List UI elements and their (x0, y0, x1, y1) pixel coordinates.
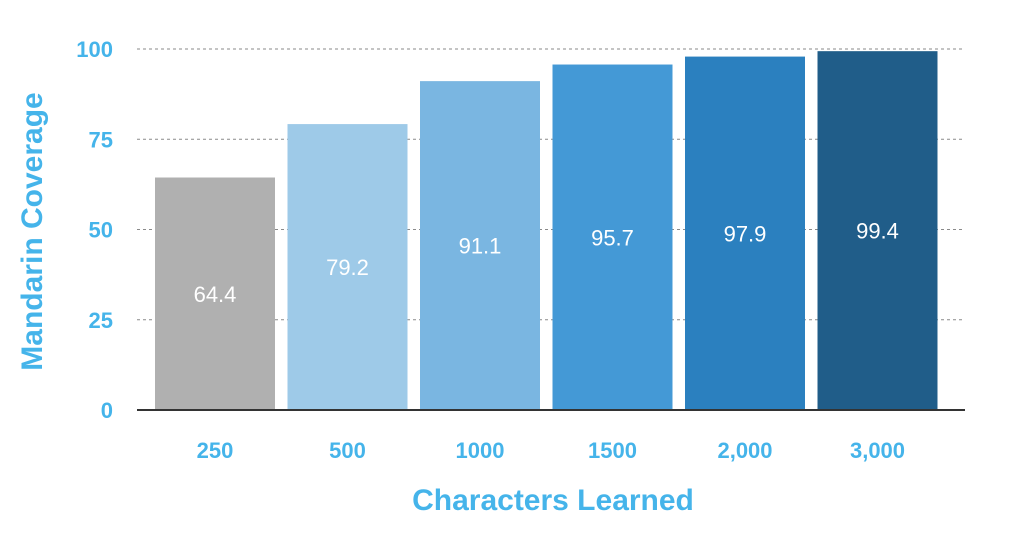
y-tick-label: 75 (89, 127, 113, 152)
data-label: 79.2 (326, 255, 369, 280)
bar-1500 (552, 64, 673, 410)
bars (155, 51, 938, 411)
data-labels: 64.4 79.2 91.1 95.7 97.9 99.4 (194, 219, 899, 307)
data-label: 97.9 (724, 221, 767, 246)
x-tick-label: 3,000 (850, 438, 905, 463)
x-tick-label: 1000 (456, 438, 505, 463)
y-tick-label: 25 (89, 308, 113, 333)
bar-1000 (420, 81, 540, 410)
bar-2000 (685, 56, 805, 411)
data-label: 64.4 (194, 282, 237, 307)
x-tick-label: 2,000 (717, 438, 772, 463)
y-tick-label: 50 (89, 218, 113, 243)
x-tick-label: 250 (197, 438, 234, 463)
data-label: 95.7 (591, 225, 634, 250)
y-tick-label: 100 (76, 37, 113, 62)
y-tick-labels: 0 25 50 75 100 (76, 37, 113, 423)
y-axis-title: Mandarin Coverage (16, 92, 49, 370)
x-tick-label: 1500 (588, 438, 637, 463)
data-label: 91.1 (459, 234, 502, 259)
bar-3000 (817, 51, 938, 410)
bar-500 (287, 124, 408, 410)
y-tick-label: 0 (101, 398, 113, 423)
x-tick-label: 500 (329, 438, 366, 463)
data-label: 99.4 (856, 219, 899, 244)
x-axis-title: Characters Learned (412, 484, 694, 517)
bar-250 (155, 177, 275, 410)
x-tick-labels: 250 500 1000 1500 2,000 3,000 (197, 438, 905, 463)
